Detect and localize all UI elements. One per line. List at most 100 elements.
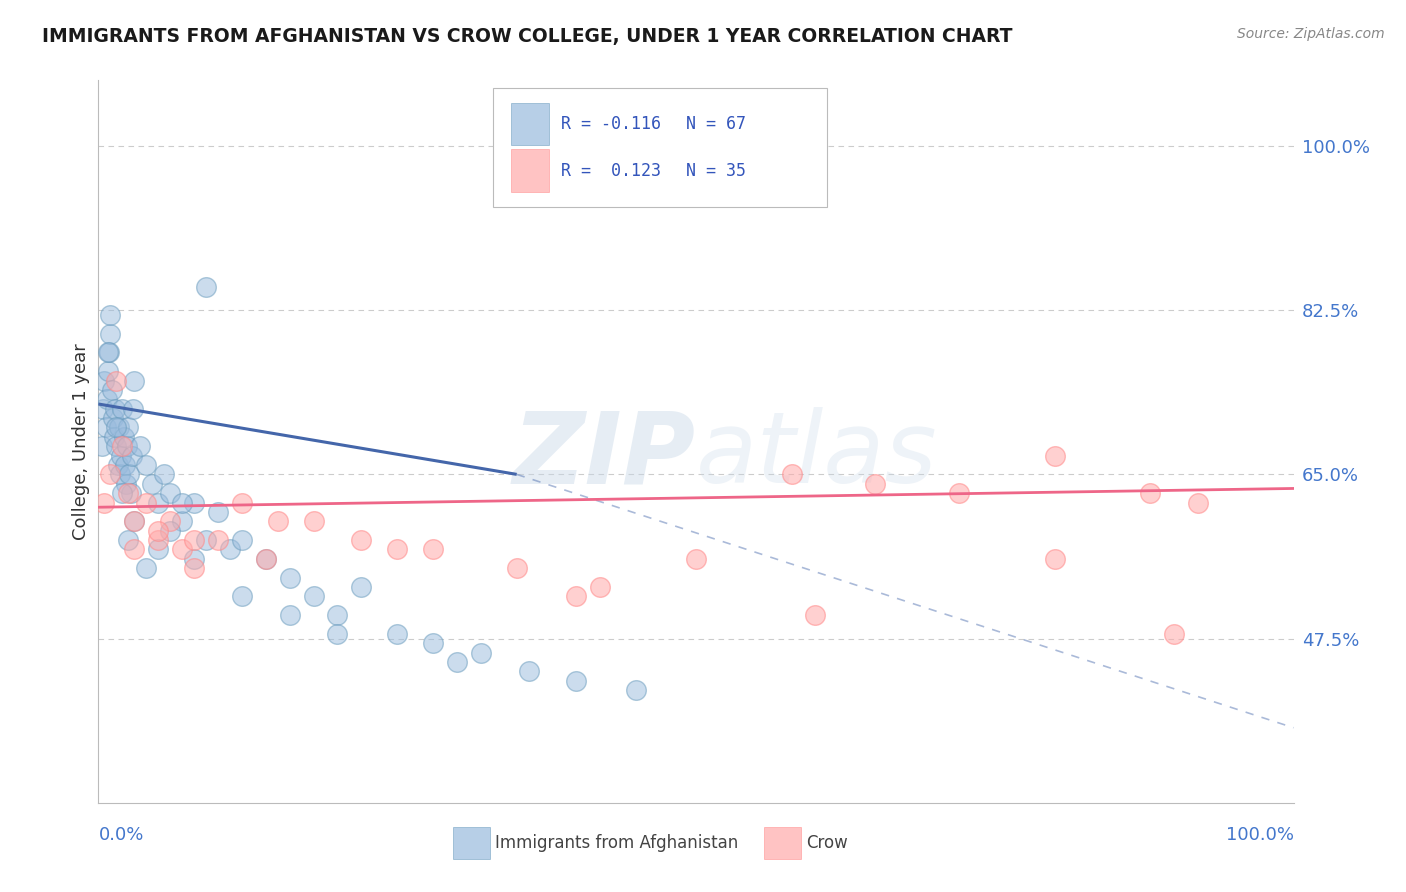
- Point: [97, 364, 120, 378]
- Point: [804, 608, 827, 623]
- Point: [97, 345, 120, 359]
- Point: [98, 308, 122, 322]
- Point: [422, 542, 444, 557]
- Point: [865, 476, 887, 491]
- Point: [93, 495, 115, 509]
- Point: [111, 439, 134, 453]
- Point: [112, 430, 135, 444]
- Point: [207, 505, 229, 519]
- Point: [350, 533, 373, 547]
- Point: [780, 467, 803, 482]
- Point: [107, 420, 129, 434]
- Point: [207, 533, 229, 547]
- Point: [115, 476, 138, 491]
- Point: [219, 542, 242, 557]
- Point: [267, 514, 290, 528]
- Point: [302, 590, 325, 604]
- Point: [96, 392, 118, 407]
- Text: R =  0.123: R = 0.123: [561, 161, 661, 179]
- FancyBboxPatch shape: [510, 149, 548, 192]
- Point: [100, 383, 122, 397]
- Point: [117, 486, 139, 500]
- Point: [195, 279, 218, 293]
- Point: [1043, 449, 1066, 463]
- Point: [326, 608, 349, 623]
- Point: [98, 326, 122, 341]
- Point: [183, 561, 205, 575]
- Point: [94, 420, 117, 434]
- Point: [104, 401, 127, 416]
- Point: [98, 467, 122, 482]
- Text: atlas: atlas: [696, 408, 938, 505]
- Point: [91, 439, 114, 453]
- Point: [110, 449, 132, 463]
- Point: [159, 514, 181, 528]
- Point: [385, 627, 409, 641]
- Point: [105, 439, 128, 453]
- Point: [350, 580, 373, 594]
- Text: N = 67: N = 67: [686, 115, 747, 133]
- Point: [91, 401, 114, 416]
- Point: [135, 495, 157, 509]
- Text: 100.0%: 100.0%: [1226, 826, 1294, 844]
- Point: [1139, 486, 1161, 500]
- Point: [115, 439, 138, 453]
- Y-axis label: College, Under 1 year: College, Under 1 year: [72, 343, 90, 540]
- Point: [101, 411, 124, 425]
- Point: [1187, 495, 1209, 509]
- Text: R = -0.116: R = -0.116: [561, 115, 661, 133]
- Text: ZIP: ZIP: [513, 408, 696, 505]
- Point: [117, 533, 139, 547]
- FancyBboxPatch shape: [453, 828, 491, 859]
- Point: [118, 467, 141, 482]
- Point: [121, 449, 143, 463]
- Point: [589, 580, 612, 594]
- Point: [111, 401, 134, 416]
- Point: [565, 590, 588, 604]
- Point: [948, 486, 970, 500]
- Point: [124, 374, 146, 388]
- Point: [148, 524, 170, 538]
- Point: [111, 486, 134, 500]
- Point: [254, 551, 277, 566]
- Point: [470, 646, 492, 660]
- Point: [120, 486, 142, 500]
- Point: [105, 374, 128, 388]
- Point: [172, 495, 194, 509]
- Point: [172, 514, 194, 528]
- Point: [446, 655, 468, 669]
- Point: [153, 467, 176, 482]
- Point: [231, 495, 253, 509]
- Point: [114, 458, 136, 472]
- Point: [231, 533, 253, 547]
- Point: [159, 524, 181, 538]
- Point: [135, 561, 157, 575]
- Text: Source: ZipAtlas.com: Source: ZipAtlas.com: [1237, 27, 1385, 41]
- Point: [385, 542, 409, 557]
- Point: [254, 551, 277, 566]
- Text: Crow: Crow: [806, 834, 848, 852]
- Point: [124, 542, 146, 557]
- Point: [105, 420, 128, 434]
- Text: IMMIGRANTS FROM AFGHANISTAN VS CROW COLLEGE, UNDER 1 YEAR CORRELATION CHART: IMMIGRANTS FROM AFGHANISTAN VS CROW COLL…: [42, 27, 1012, 45]
- Point: [129, 439, 152, 453]
- Point: [103, 430, 125, 444]
- Point: [565, 673, 588, 688]
- Point: [141, 476, 163, 491]
- Point: [124, 514, 146, 528]
- Point: [183, 533, 205, 547]
- Point: [302, 514, 325, 528]
- Text: Immigrants from Afghanistan: Immigrants from Afghanistan: [495, 834, 738, 852]
- Point: [148, 533, 170, 547]
- Point: [108, 467, 131, 482]
- Text: N = 35: N = 35: [686, 161, 747, 179]
- Point: [124, 514, 146, 528]
- FancyBboxPatch shape: [494, 87, 828, 207]
- Point: [172, 542, 194, 557]
- Point: [135, 458, 157, 472]
- Point: [278, 608, 301, 623]
- Point: [107, 458, 129, 472]
- Point: [506, 561, 529, 575]
- Point: [122, 401, 145, 416]
- Point: [159, 486, 181, 500]
